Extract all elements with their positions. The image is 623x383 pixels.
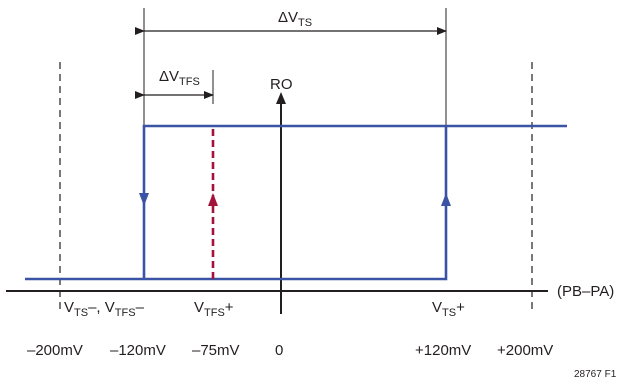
vts-plus-label: VTS+ xyxy=(432,299,465,319)
tick-label-plus-200mv: +200mV xyxy=(497,342,553,359)
ro-label: RO xyxy=(270,76,293,93)
hysteresis-loop xyxy=(25,124,567,281)
vts-minus-vtfs-minus-label: VTS–, VTFS– xyxy=(64,299,145,319)
ro-axis-arrowhead xyxy=(276,92,286,104)
vtfs-plus-label: VTFS+ xyxy=(194,299,234,319)
failsafe-up-arrow xyxy=(208,193,218,206)
tick-label-minus-200mv: –200mV xyxy=(27,342,83,359)
up-transition-arrow xyxy=(441,193,451,206)
figure-id: 28767 F1 xyxy=(574,369,617,380)
delta-vts-label: ΔVTS xyxy=(278,9,312,29)
tick-label-minus-120mv: –120mV xyxy=(110,342,166,359)
tick-label-minus-75mv: –75mV xyxy=(192,342,240,359)
delta-vtfs-label: ΔVTFS xyxy=(159,68,200,88)
down-transition-arrow xyxy=(139,193,149,206)
axis-label: (PB–PA) xyxy=(557,283,614,300)
tick-label-plus-120mv: +120mV xyxy=(415,342,471,359)
tick-label-zero: 0 xyxy=(275,342,283,359)
